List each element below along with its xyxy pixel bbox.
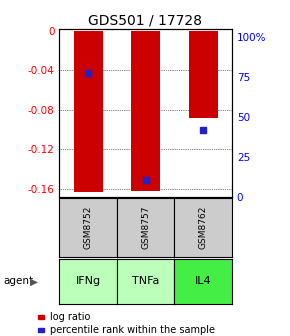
Bar <box>74 31 103 192</box>
Text: GDS501 / 17728: GDS501 / 17728 <box>88 13 202 28</box>
Text: ▶: ▶ <box>30 277 39 286</box>
Text: IFNg: IFNg <box>76 277 101 286</box>
Bar <box>189 31 218 118</box>
Text: GSM8762: GSM8762 <box>199 206 208 249</box>
Text: IL4: IL4 <box>195 277 211 286</box>
Bar <box>131 31 160 191</box>
Text: percentile rank within the sample: percentile rank within the sample <box>50 325 215 335</box>
Text: GSM8757: GSM8757 <box>141 206 150 249</box>
Text: TNFa: TNFa <box>132 277 160 286</box>
Text: agent: agent <box>3 277 33 286</box>
Text: log ratio: log ratio <box>50 312 90 322</box>
Text: GSM8752: GSM8752 <box>84 206 93 249</box>
